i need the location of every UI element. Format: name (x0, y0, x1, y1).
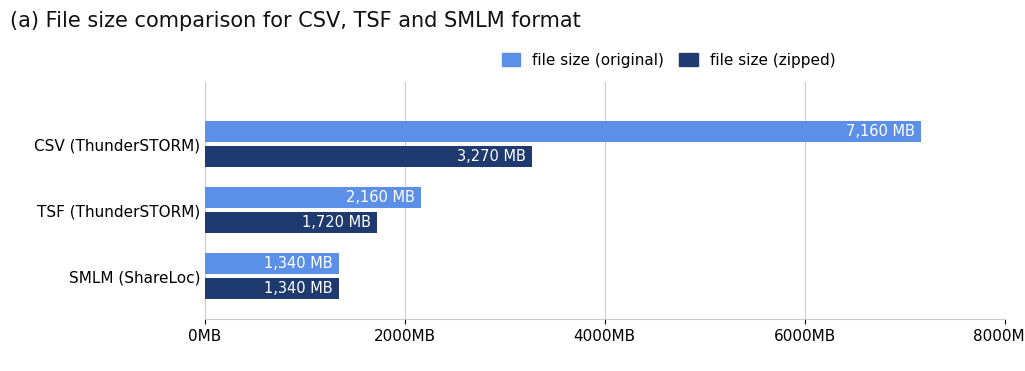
Text: 2,160 MB: 2,160 MB (346, 190, 415, 205)
Text: 1,340 MB: 1,340 MB (264, 256, 333, 271)
Bar (205, 212, 377, 233)
Text: 1,720 MB: 1,720 MB (302, 215, 371, 230)
Bar (205, 278, 339, 299)
Text: 1,340 MB: 1,340 MB (264, 281, 333, 296)
Legend: file size (original), file size (zipped): file size (original), file size (zipped) (496, 46, 842, 74)
Bar (205, 253, 339, 274)
Bar (205, 121, 920, 142)
Text: 3,270 MB: 3,270 MB (457, 149, 526, 164)
Bar (205, 187, 421, 208)
Text: 7,160 MB: 7,160 MB (846, 124, 914, 139)
Text: (a) File size comparison for CSV, TSF and SMLM format: (a) File size comparison for CSV, TSF an… (10, 11, 581, 31)
Bar (205, 146, 532, 167)
